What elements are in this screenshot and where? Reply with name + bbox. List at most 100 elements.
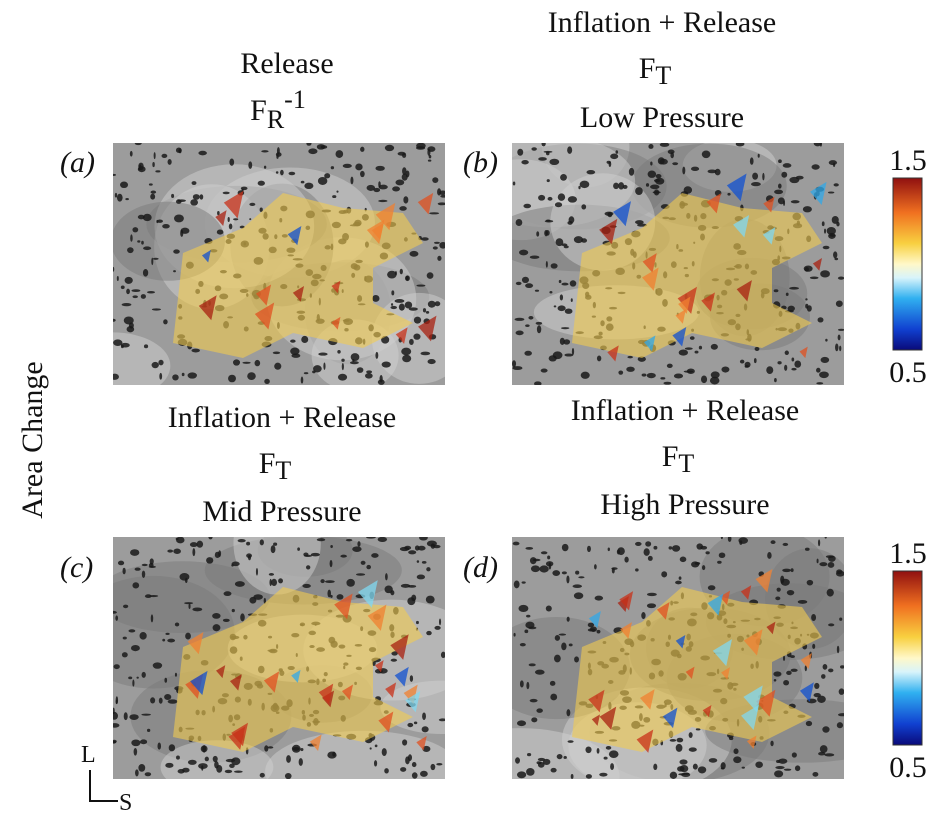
image-speckle <box>172 374 179 381</box>
overlay-patch <box>216 665 226 679</box>
overlay-patch <box>385 682 397 698</box>
image-speckle <box>417 545 426 551</box>
overlay-patch <box>662 707 678 729</box>
image-speckle <box>181 372 185 377</box>
image-speckle <box>121 652 128 658</box>
image-speckle <box>437 255 442 261</box>
image-speckle <box>340 554 347 558</box>
image-speckle <box>142 269 149 277</box>
image-speckle <box>263 165 267 169</box>
image-speckle <box>284 772 292 779</box>
overlay-patch <box>675 634 686 649</box>
image-speckle <box>534 381 542 385</box>
image-speckle <box>821 221 825 227</box>
image-speckle <box>113 173 117 176</box>
image-speckle <box>384 768 389 774</box>
image-speckle <box>514 317 525 321</box>
image-speckle <box>627 355 633 359</box>
image-speckle <box>198 150 207 156</box>
image-speckle <box>138 162 144 171</box>
overlay-patch <box>588 689 605 713</box>
image-speckle <box>624 556 629 563</box>
image-speckle <box>641 373 647 377</box>
image-speckle <box>770 740 774 747</box>
image-speckle <box>298 758 303 766</box>
image-speckle <box>817 539 821 547</box>
image-speckle <box>280 169 284 176</box>
image-speckle <box>816 382 824 385</box>
image-speckle <box>415 146 426 150</box>
image-speckle <box>165 762 174 768</box>
overlay <box>173 193 423 358</box>
overlay-patch <box>726 173 747 202</box>
overlay-patch <box>721 667 731 680</box>
image-speckle <box>549 680 556 686</box>
image-speckle <box>180 227 190 234</box>
image-speckle <box>113 740 117 744</box>
image-speckle <box>794 360 802 368</box>
image-speckle <box>127 247 134 254</box>
image-speckle <box>534 669 545 675</box>
image-speckle <box>433 241 440 244</box>
overlay-patch <box>799 682 814 702</box>
image-speckle <box>557 193 566 201</box>
image-speckle <box>721 366 730 373</box>
image-speckle <box>545 230 550 236</box>
image-speckle <box>384 585 393 594</box>
image-speckle <box>529 698 538 703</box>
image-speckle <box>377 379 385 385</box>
image-speckle <box>679 759 688 765</box>
image-speckle <box>515 281 522 286</box>
image-shade <box>265 730 445 779</box>
image-speckle <box>776 587 781 592</box>
image-speckle <box>774 189 784 195</box>
image-speckle <box>329 560 333 568</box>
image-speckle <box>390 303 394 306</box>
image-speckle <box>381 748 387 756</box>
overlay-patch <box>390 634 409 660</box>
image-speckle <box>113 664 120 670</box>
image-speckle <box>564 353 574 357</box>
image-speckle <box>786 589 795 596</box>
image-speckle <box>559 294 564 301</box>
image-speckle <box>399 268 403 275</box>
image-speckle <box>554 202 563 208</box>
image-speckle <box>222 618 230 622</box>
overlay-patch <box>639 689 655 710</box>
image-speckle <box>366 537 376 539</box>
image-speckle <box>615 150 619 154</box>
image-speckle <box>142 213 152 222</box>
image-speckle <box>791 357 795 362</box>
image-speckle <box>391 651 398 656</box>
image-speckle <box>403 196 409 204</box>
image-speckle <box>561 543 569 552</box>
overlay-patch <box>374 660 384 673</box>
image-speckle <box>574 656 579 663</box>
overlay-patch <box>743 685 763 713</box>
image-speckle <box>179 573 190 581</box>
image-speckle <box>297 547 300 551</box>
image-speckle <box>184 602 194 605</box>
image-speckle <box>365 372 373 379</box>
image-speckle <box>144 594 152 599</box>
image-speckle <box>778 758 788 764</box>
panel-title: Inflation + Release <box>571 394 800 427</box>
image-speckle <box>342 163 352 169</box>
image-speckle <box>187 372 197 379</box>
image-speckle <box>525 547 534 550</box>
image-speckle <box>350 176 354 185</box>
image-speckle <box>434 301 441 307</box>
image-speckle <box>519 643 526 647</box>
image-speckle <box>355 163 363 171</box>
image-speckle <box>534 289 540 292</box>
image-speckle <box>679 765 689 773</box>
image-speckle <box>189 542 198 548</box>
image-speckle <box>341 358 345 362</box>
orientation-horizontal: S <box>119 790 132 816</box>
image-speckle <box>247 554 252 561</box>
image-speckle <box>150 697 156 704</box>
image-speckle <box>524 350 532 356</box>
image-speckle <box>527 753 532 757</box>
image-speckle <box>173 249 180 254</box>
image-speckle <box>120 285 125 290</box>
